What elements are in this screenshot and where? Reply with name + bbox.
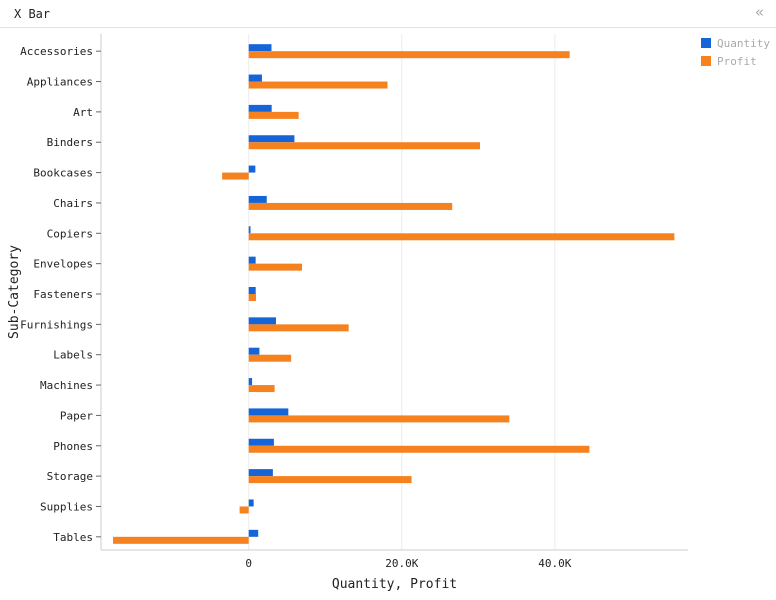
- bar-quantity-phones: [248, 438, 274, 446]
- y-tick-label: Appliances: [27, 76, 93, 89]
- bar-quantity-binders: [248, 135, 295, 143]
- bar-profit-binders: [248, 142, 481, 150]
- y-tick-label: Storage: [47, 470, 93, 483]
- bar-quantity-supplies: [248, 499, 254, 507]
- bar-profit-machines: [248, 385, 275, 393]
- bar-profit-labels: [248, 354, 292, 362]
- bar-profit-accessories: [248, 51, 570, 59]
- bar-quantity-labels: [248, 347, 260, 355]
- bar-quantity-bookcases: [248, 165, 256, 173]
- bar-quantity-paper: [248, 408, 289, 416]
- bar-profit-bookcases: [222, 172, 249, 180]
- bar-profit-tables: [113, 536, 249, 544]
- bar-profit-paper: [248, 415, 510, 423]
- x-axis-title: Quantity, Profit: [332, 577, 457, 592]
- bar-quantity-accessories: [248, 44, 272, 52]
- y-tick-label: Paper: [60, 409, 93, 422]
- y-tick-label: Tables: [53, 531, 93, 544]
- y-tick-label: Labels: [53, 349, 93, 362]
- bar-quantity-furnishings: [248, 317, 276, 325]
- legend-swatch-profit: [701, 56, 711, 66]
- bar-profit-storage: [248, 476, 412, 484]
- bar-quantity-tables: [248, 529, 259, 537]
- y-tick-label: Bookcases: [33, 167, 93, 180]
- bar-profit-fasteners: [248, 294, 256, 301]
- bar-quantity-chairs: [248, 195, 267, 203]
- bar-quantity-storage: [248, 469, 273, 477]
- y-tick-label: Machines: [40, 379, 93, 392]
- legend-label-quantity: Quantity: [717, 37, 770, 50]
- window-title: X Bar: [14, 7, 51, 21]
- bar-quantity-appliances: [248, 74, 262, 82]
- bar-profit-art: [248, 111, 299, 119]
- y-tick-label: Phones: [53, 440, 93, 453]
- y-axis-title: Sub-Category: [7, 245, 22, 339]
- bar-quantity-machines: [248, 378, 253, 386]
- bar-profit-furnishings: [248, 324, 349, 332]
- y-tick-label: Envelopes: [33, 258, 93, 271]
- y-tick-label: Supplies: [40, 500, 93, 513]
- x-tick-label: 0: [245, 557, 252, 570]
- legend-label-profit: Profit: [717, 55, 757, 68]
- bar-quantity-copiers: [248, 226, 251, 234]
- y-tick-label: Fasteners: [33, 288, 93, 301]
- legend-swatch-quantity: [701, 38, 711, 48]
- y-tick-label: Chairs: [53, 197, 93, 210]
- bar-profit-appliances: [248, 81, 388, 89]
- bar-quantity-fasteners: [248, 287, 256, 294]
- bar-quantity-art: [248, 104, 272, 112]
- y-tick-label: Furnishings: [20, 318, 93, 331]
- y-tick-label: Accessories: [20, 45, 93, 58]
- double-chevron-left-icon[interactable]: «: [754, 3, 764, 21]
- y-tick-label: Binders: [47, 136, 93, 149]
- bar-quantity-envelopes: [248, 256, 256, 264]
- y-tick-label: Art: [73, 106, 93, 119]
- bar-profit-chairs: [248, 202, 453, 210]
- x-tick-label: 40.0K: [538, 557, 571, 570]
- bar-profit-copiers: [248, 233, 675, 241]
- bar-profit-envelopes: [248, 263, 303, 271]
- bar-profit-phones: [248, 445, 590, 453]
- bar-profit-supplies: [239, 506, 249, 514]
- y-tick-label: Copiers: [47, 227, 93, 240]
- x-tick-label: 20.0K: [385, 557, 418, 570]
- window-header: X Bar «: [0, 0, 776, 28]
